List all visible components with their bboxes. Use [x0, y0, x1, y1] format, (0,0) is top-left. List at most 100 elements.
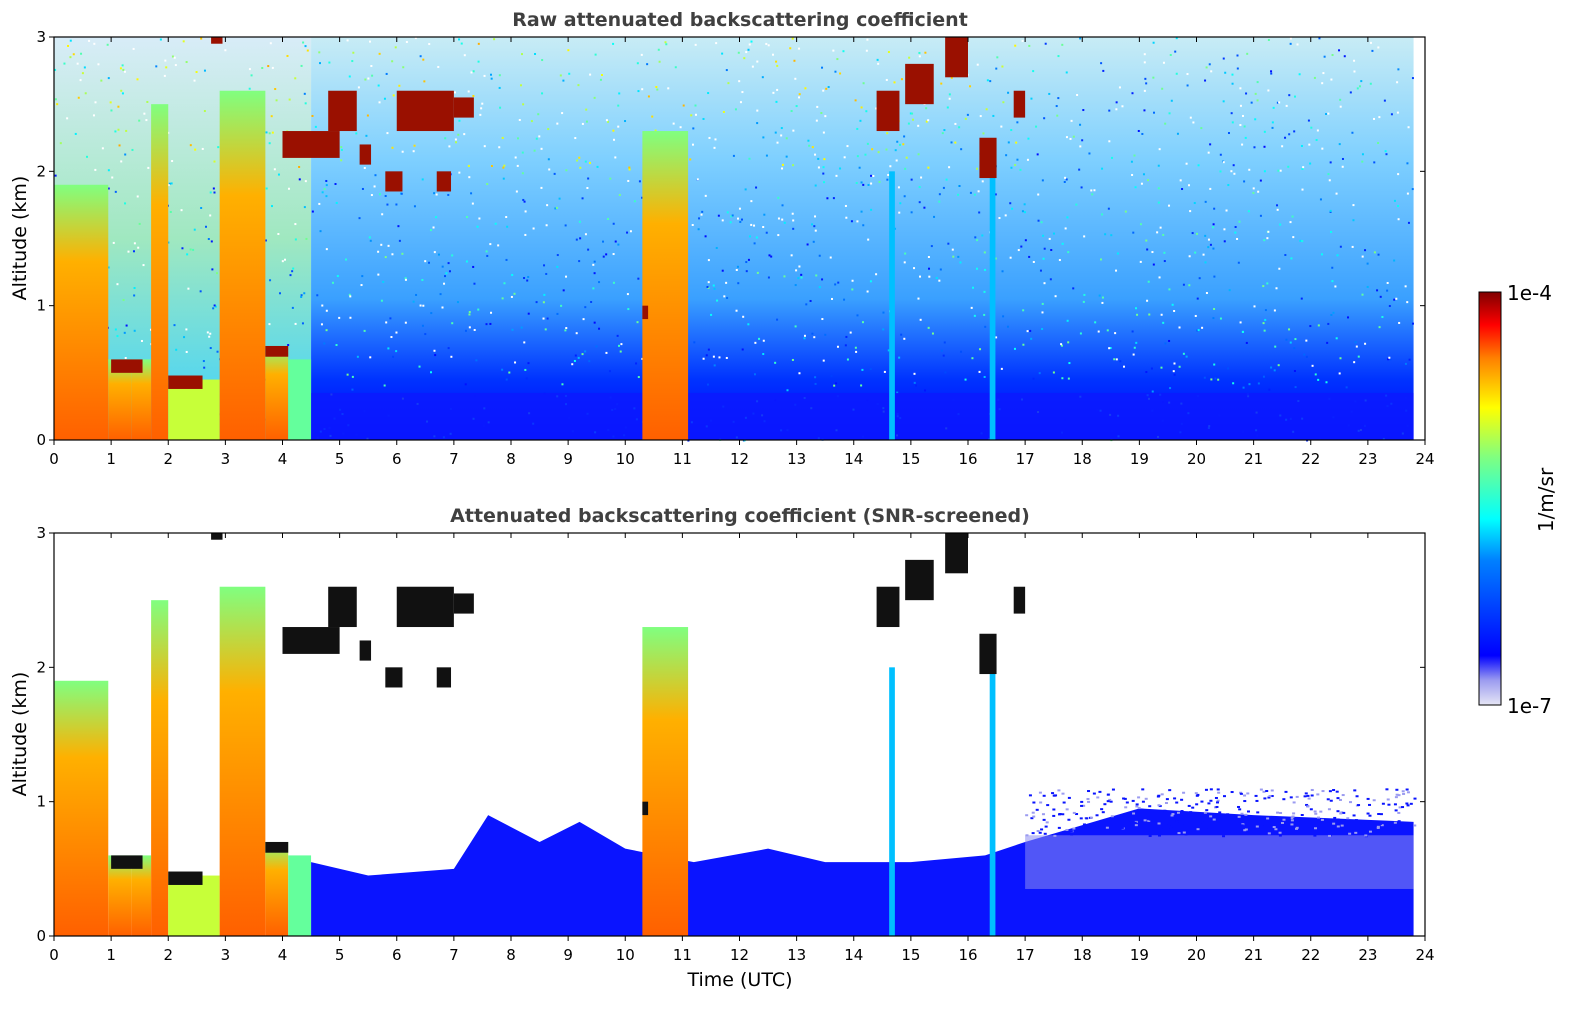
- noise-gap: [707, 281, 710, 284]
- noise-speckle: [900, 333, 903, 336]
- noise-speckle: [389, 317, 392, 320]
- panel-raw-xticks: 0 1 2 3 4 5 6 7 8 9 10 11 12 13 14 15 16 17 18 19 20 21 22 23 24: [49, 37, 1435, 468]
- noise-speckle: [1005, 154, 1008, 157]
- screened-speckle: [1196, 828, 1200, 831]
- screened-speckle: [1195, 803, 1199, 806]
- noise-speckle: [371, 74, 374, 77]
- screened-speckle: [1085, 817, 1089, 820]
- screened-speckle: [1314, 827, 1318, 830]
- screened-speckle: [1038, 791, 1042, 794]
- noise-speckle: [1244, 136, 1247, 139]
- screened-speckle: [1292, 812, 1296, 815]
- screened-speckle: [1287, 818, 1291, 821]
- noise-speckle: [747, 48, 750, 51]
- noise-speckle: [311, 114, 314, 117]
- noise-gap: [781, 218, 784, 221]
- screened-speckle: [1266, 817, 1270, 820]
- surface-layer: [311, 392, 1414, 440]
- screened-speckle: [1095, 814, 1099, 817]
- noise-speckle: [869, 368, 872, 371]
- noise-speckle: [185, 61, 188, 64]
- noise-speckle: [969, 191, 972, 194]
- noise-speckle: [1194, 251, 1197, 254]
- noise-speckle: [1335, 337, 1338, 340]
- noise-speckle: [520, 326, 523, 329]
- screened-speckle: [1165, 798, 1169, 801]
- screened-speckle: [1332, 789, 1336, 792]
- noise-speckle: [908, 56, 911, 59]
- noise-gap: [1202, 253, 1205, 256]
- noise-speckle: [1270, 366, 1273, 369]
- noise-speckle: [1256, 81, 1259, 84]
- noise-speckle: [165, 66, 168, 69]
- noise-speckle: [713, 287, 716, 290]
- noise-gap: [742, 315, 745, 318]
- noise-gap: [1064, 227, 1067, 230]
- noise-speckle: [213, 304, 216, 307]
- screened-speckle: [1212, 818, 1216, 821]
- screened-speckle: [1106, 832, 1110, 835]
- noise-speckle: [1264, 318, 1267, 321]
- noise-gap: [1207, 151, 1210, 154]
- noise-speckle: [1124, 210, 1127, 213]
- noise-gap: [1140, 182, 1143, 185]
- screened-speckle: [1170, 814, 1174, 817]
- screened-speckle: [1084, 825, 1088, 828]
- noise-speckle: [876, 58, 879, 61]
- noise-speckle: [517, 137, 520, 140]
- noise-speckle: [811, 146, 814, 149]
- noise-speckle: [490, 73, 493, 76]
- screened-speckle: [1305, 803, 1309, 806]
- noise-gap: [1132, 353, 1135, 356]
- noise-gap: [1395, 297, 1398, 300]
- noise-speckle: [1397, 68, 1400, 71]
- noise-speckle: [834, 70, 837, 73]
- screened-speckle: [1244, 817, 1248, 820]
- noise-speckle: [200, 37, 203, 40]
- noise-speckle: [992, 114, 995, 117]
- noise-speckle: [1327, 173, 1330, 176]
- screened-speckle: [1218, 811, 1222, 814]
- screened-speckle: [1243, 800, 1247, 803]
- screened-speckle: [1092, 792, 1096, 795]
- screened-speckle: [1025, 814, 1029, 817]
- noise-speckle: [486, 254, 489, 257]
- noise-speckle: [1182, 352, 1185, 355]
- noise-speckle: [1042, 257, 1045, 260]
- noise-gap: [1060, 343, 1063, 346]
- screened-speckle: [1156, 795, 1160, 798]
- noise-gap: [1026, 158, 1029, 161]
- noise-gap: [691, 224, 694, 227]
- x-tick-label: 8: [506, 946, 516, 964]
- noise-speckle: [886, 178, 889, 181]
- noise-speckle: [584, 350, 587, 353]
- noise-speckle: [1119, 360, 1122, 363]
- noise-speckle: [181, 247, 184, 250]
- noise-gap: [1037, 193, 1040, 196]
- noise-speckle: [574, 354, 577, 357]
- noise-speckle: [894, 227, 897, 230]
- noise-gap: [750, 200, 753, 203]
- cloud-patch: [328, 90, 357, 132]
- noise-gap: [927, 255, 930, 258]
- noise-speckle: [1385, 153, 1388, 156]
- screened-speckle: [1148, 805, 1152, 808]
- noise-speckle: [1079, 123, 1082, 126]
- noise-speckle: [907, 122, 910, 125]
- noise-speckle: [287, 344, 290, 347]
- noise-speckle: [1091, 193, 1094, 196]
- backscatter-column: [168, 379, 220, 440]
- noise-speckle: [1245, 341, 1248, 344]
- noise-gap: [798, 265, 801, 268]
- noise-speckle: [527, 275, 530, 278]
- noise-speckle: [753, 242, 756, 245]
- noise-speckle: [856, 314, 859, 317]
- noise-speckle: [1231, 73, 1234, 76]
- screened-speckle: [1290, 823, 1294, 826]
- noise-speckle: [832, 197, 835, 200]
- noise-gap: [1223, 228, 1226, 231]
- noise-speckle: [896, 140, 899, 143]
- noise-speckle: [1175, 37, 1178, 40]
- noise-speckle: [706, 383, 709, 386]
- noise-speckle: [637, 277, 640, 280]
